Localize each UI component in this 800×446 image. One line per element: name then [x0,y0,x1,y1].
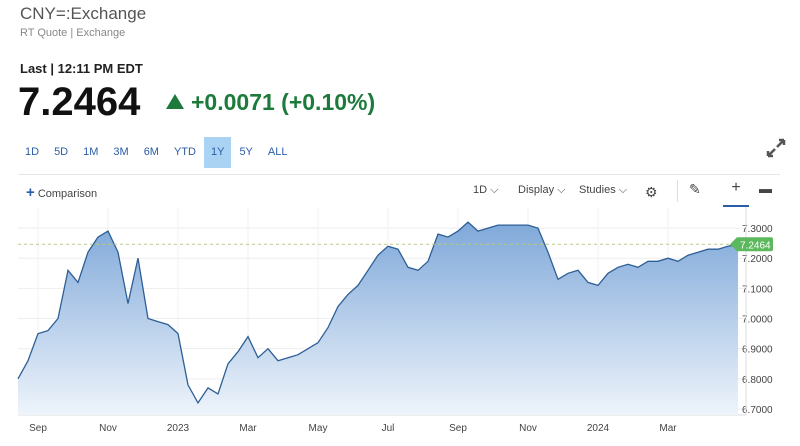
last-price-label: 7.2464 [740,240,771,251]
y-tick-label: 7.3000 [742,224,773,235]
x-tick-label: Sep [29,423,47,434]
x-tick-label: Jul [382,423,395,434]
range-button[interactable]: 1Y [203,137,232,168]
range-button[interactable]: 1M [83,146,99,158]
change-text: +0.0071 (+0.10%) [191,89,376,115]
y-tick-label: 6.9000 [742,345,773,356]
x-tick-label: Mar [239,423,257,434]
range-button[interactable]: 5Y [239,146,253,158]
x-tick-label: Nov [519,423,537,434]
separator [677,180,678,202]
comparison-button[interactable]: + Comparison [26,184,98,201]
range-button[interactable]: 1D [25,146,40,158]
range-button[interactable]: YTD [173,146,196,158]
x-tick-label: Nov [99,423,117,434]
x-tick-label: 2024 [587,423,610,434]
up-arrow [166,94,184,109]
studies-button[interactable]: Studies ⌵ [579,184,628,196]
crosshair-button[interactable]: + [723,179,749,207]
y-tick-label: 7.0000 [742,315,773,326]
settings-button[interactable]: ⚙ [645,184,658,200]
instrument-title: CNY=:Exchange [20,4,147,23]
last-price-pointer [730,237,737,252]
comparison-label: Comparison [37,188,98,200]
price: 7.2464 [18,80,141,124]
y-tick-label: 7.1000 [742,284,773,295]
area-fill [18,222,738,415]
y-tick-label: 6.8000 [742,375,773,386]
display-label: Display [518,184,555,196]
range-button[interactable]: 6M [143,146,159,158]
range-button[interactable]: 5D [54,146,69,158]
x-tick-label: May [309,423,328,434]
toolbar: + Comparison 1D ⌵ Display ⌵ Studies ⌵ ⚙ … [18,174,780,207]
range-button[interactable]: ALL [267,146,288,158]
expand-icon[interactable] [764,136,788,160]
y-tick-label: 7.2000 [742,254,773,265]
comment-button[interactable]: ▬ [759,181,772,196]
instrument-subtitle: RT Quote | Exchange [20,27,126,39]
studies-label: Studies [579,184,616,196]
x-tick-label: Sep [449,423,467,434]
interval-label: 1D [473,184,488,196]
last-time: Last | 12:11 PM EDT [20,61,143,76]
x-tick-label: 2023 [167,423,190,434]
y-tick-label: 6.7000 [742,405,773,416]
x-tick-label: Mar [659,423,677,434]
display-button[interactable]: Display ⌵ [518,184,566,196]
range-buttons: 1D 5D 1M 3M 6M YTD 1Y 5Y ALL [18,137,295,168]
change: +0.0071 (+0.10%) [166,89,375,116]
draw-button[interactable]: ✎ [689,181,701,197]
price-line [17,221,739,405]
interval-button[interactable]: 1D ⌵ [473,184,499,196]
range-button[interactable]: 3M [113,146,129,158]
last-price-box [736,237,773,252]
